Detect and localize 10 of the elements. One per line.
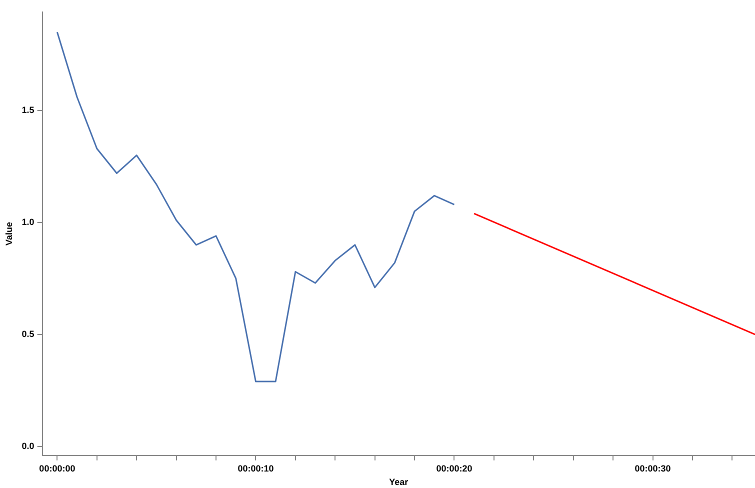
y-tick-label: 0.5 — [22, 328, 34, 339]
y-tick-label: 0.0 — [22, 440, 34, 451]
x-tick-label: 00:00:30 — [634, 463, 671, 474]
x-axis-title: Year — [389, 477, 409, 488]
x-tick-label: 00:00:20 — [436, 463, 472, 474]
x-tick-label: 00:00:10 — [238, 463, 274, 474]
x-tick-label: 00:00:00 — [39, 463, 76, 474]
y-tick-label: 1.0 — [22, 216, 34, 227]
y-tick-label: 1.5 — [22, 105, 34, 116]
y-axis-title: Value — [4, 222, 14, 246]
